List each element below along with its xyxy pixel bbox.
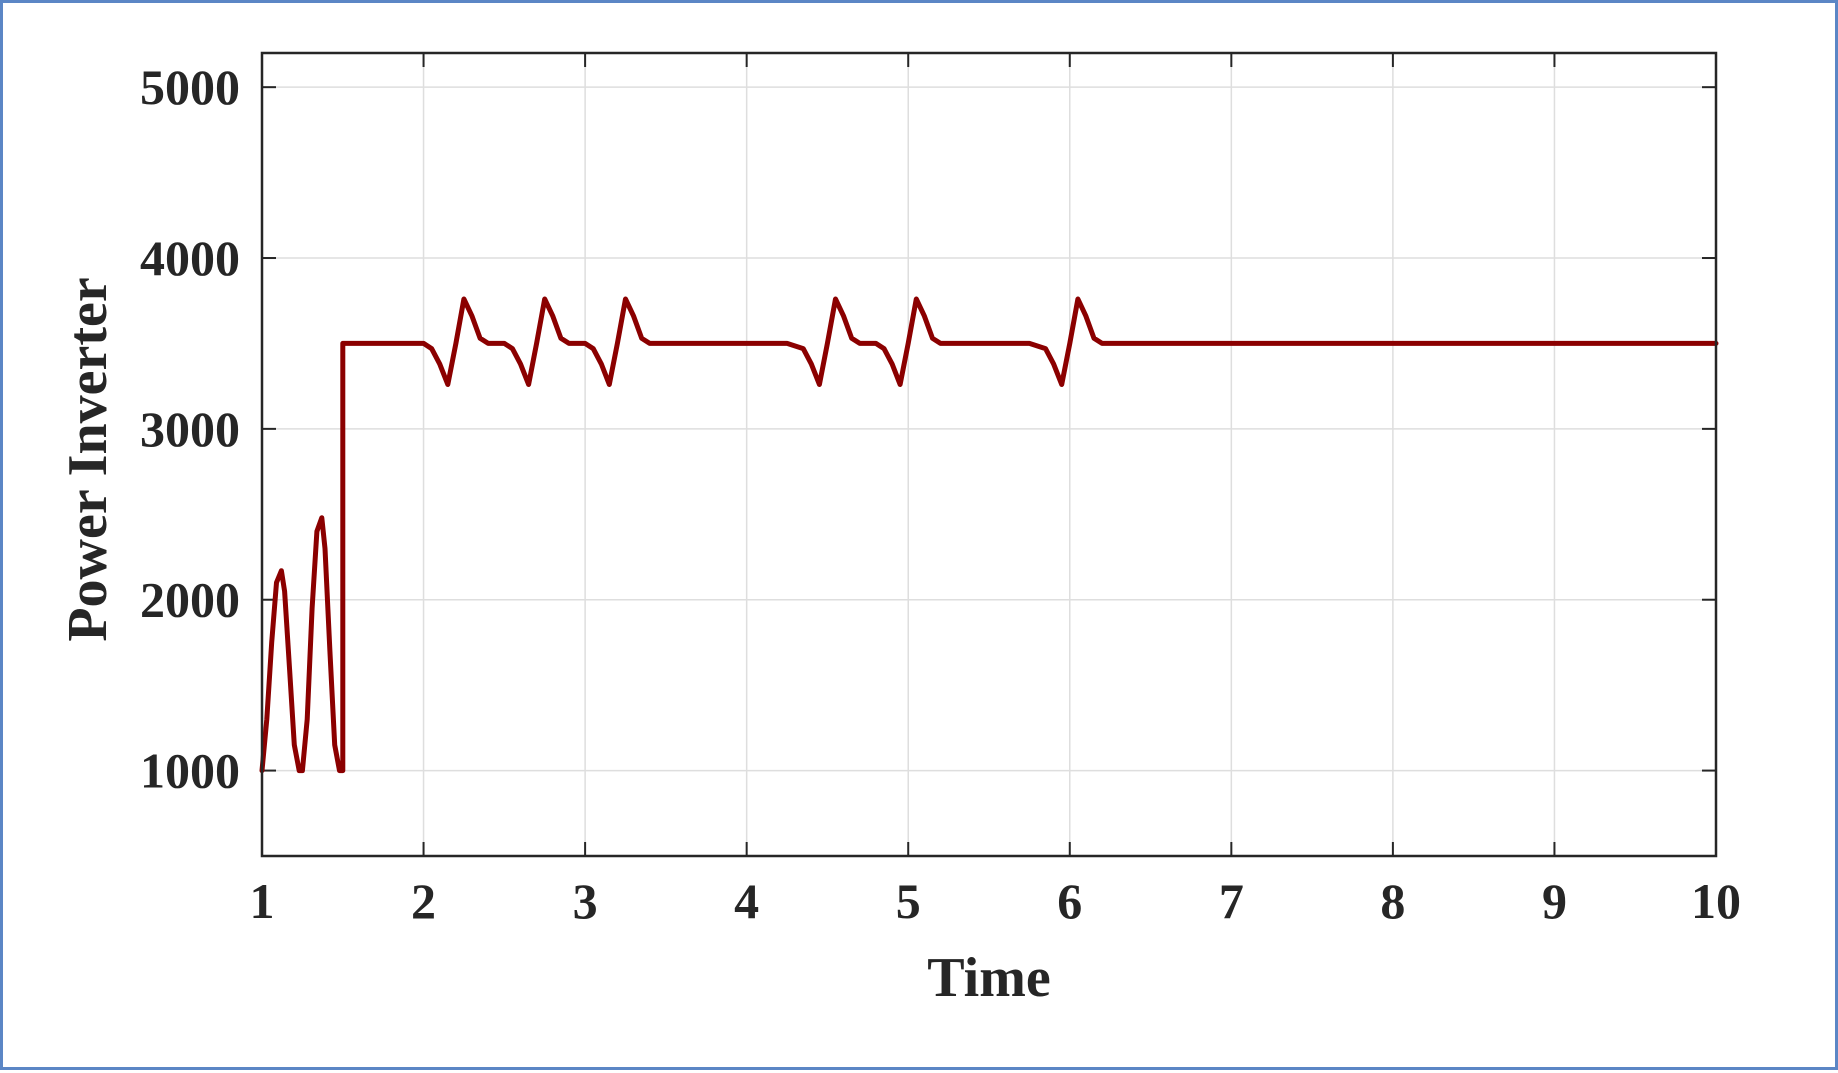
axes-box (260, 51, 1718, 858)
x-tick-label: 10 (1691, 873, 1741, 929)
y-tick-label: 2000 (140, 572, 240, 628)
y-tick-label: 3000 (140, 401, 240, 457)
y-tick-label: 4000 (140, 230, 240, 286)
x-tick-label: 2 (411, 873, 436, 929)
x-tick-label: 4 (734, 873, 759, 929)
line-chart: 1 2 3 4 5 6 7 8 9 10 1000 2000 3000 4000 5000 Time Power… (57, 51, 1741, 1009)
x-tick-label: 1 (250, 873, 275, 929)
x-tick-label: 6 (1057, 873, 1082, 929)
plot-area (262, 53, 1716, 856)
x-tick-label: 5 (896, 873, 921, 929)
x-tick-label: 7 (1219, 873, 1244, 929)
x-axis-label: Time (927, 947, 1050, 1009)
y-tick-label: 1000 (140, 743, 240, 799)
series-line (259, 296, 1719, 774)
x-tick-label: 3 (573, 873, 598, 929)
y-axis-label: Power Inverter (57, 277, 119, 641)
x-tick-label: 8 (1380, 873, 1405, 929)
x-tick-label: 9 (1542, 873, 1567, 929)
y-tick-label: 5000 (140, 59, 240, 115)
